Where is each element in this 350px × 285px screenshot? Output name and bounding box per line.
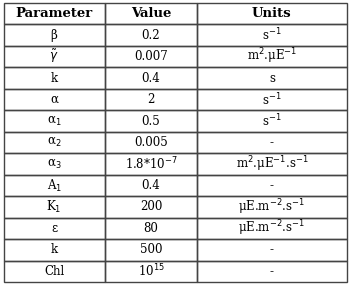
Bar	[105, 110, 197, 132]
Text: k: k	[50, 72, 58, 85]
Text: α$_{1}$: α$_{1}$	[47, 115, 61, 128]
Text: ε: ε	[51, 222, 57, 235]
Bar	[4, 132, 105, 153]
Text: μE.m$^{-2}$.s$^{-1}$: μE.m$^{-2}$.s$^{-1}$	[238, 197, 305, 217]
Text: K$_{1}$: K$_{1}$	[47, 199, 62, 215]
Bar	[4, 261, 105, 282]
Text: 1.8*10$^{-7}$: 1.8*10$^{-7}$	[125, 156, 177, 172]
Bar	[4, 218, 105, 239]
Text: 0.007: 0.007	[134, 50, 168, 63]
Bar	[4, 89, 105, 110]
Bar	[197, 89, 346, 110]
Bar	[197, 175, 346, 196]
Bar	[105, 67, 197, 89]
Text: α: α	[50, 93, 58, 106]
Bar	[105, 175, 197, 196]
Text: μE.m$^{-2}$.s$^{-1}$: μE.m$^{-2}$.s$^{-1}$	[238, 219, 305, 238]
Text: s: s	[269, 72, 275, 85]
Text: -: -	[270, 179, 274, 192]
Text: -: -	[270, 243, 274, 256]
Text: 0.5: 0.5	[142, 115, 160, 127]
Bar	[4, 239, 105, 261]
Bar	[4, 3, 105, 24]
Text: Value: Value	[131, 7, 171, 20]
Bar	[105, 218, 197, 239]
Bar	[105, 196, 197, 218]
Text: 10$^{15}$: 10$^{15}$	[138, 263, 164, 280]
Text: s$^{-1}$: s$^{-1}$	[262, 27, 282, 43]
Text: A$_{1}$: A$_{1}$	[47, 178, 62, 194]
Text: $\tilde{\gamma}$: $\tilde{\gamma}$	[49, 48, 59, 65]
Text: 0.005: 0.005	[134, 136, 168, 149]
Text: m$^{2}$.μE$^{-1}$.s$^{-1}$: m$^{2}$.μE$^{-1}$.s$^{-1}$	[236, 154, 308, 174]
Bar	[197, 239, 346, 261]
Bar	[197, 218, 346, 239]
Text: 200: 200	[140, 200, 162, 213]
Text: -: -	[270, 136, 274, 149]
Text: Parameter: Parameter	[15, 7, 93, 20]
Text: -: -	[270, 265, 274, 278]
Text: 0.4: 0.4	[142, 179, 160, 192]
Bar	[4, 24, 105, 46]
Bar	[105, 3, 197, 24]
Bar	[105, 132, 197, 153]
Text: 2: 2	[147, 93, 155, 106]
Bar	[105, 261, 197, 282]
Text: m$^{2}$.μE$^{-1}$: m$^{2}$.μE$^{-1}$	[247, 47, 297, 66]
Bar	[105, 239, 197, 261]
Bar	[105, 46, 197, 67]
Text: 80: 80	[144, 222, 159, 235]
Bar	[105, 24, 197, 46]
Bar	[4, 46, 105, 67]
Bar	[197, 3, 346, 24]
Text: α$_{3}$: α$_{3}$	[47, 157, 61, 170]
Text: s$^{-1}$: s$^{-1}$	[262, 91, 282, 108]
Bar	[197, 67, 346, 89]
Text: 500: 500	[140, 243, 162, 256]
Text: Units: Units	[252, 7, 292, 20]
Bar	[4, 175, 105, 196]
Bar	[197, 261, 346, 282]
Text: 0.2: 0.2	[142, 28, 160, 42]
Bar	[197, 24, 346, 46]
Bar	[197, 46, 346, 67]
Bar	[105, 89, 197, 110]
Text: Chl: Chl	[44, 265, 64, 278]
Bar	[4, 110, 105, 132]
Text: k: k	[50, 243, 58, 256]
Text: β: β	[51, 28, 57, 42]
Bar	[197, 196, 346, 218]
Bar	[105, 153, 197, 175]
Text: 0.4: 0.4	[142, 72, 160, 85]
Bar	[197, 153, 346, 175]
Bar	[197, 110, 346, 132]
Text: α$_{2}$: α$_{2}$	[47, 136, 61, 149]
Text: s$^{-1}$: s$^{-1}$	[262, 113, 282, 129]
Bar	[197, 132, 346, 153]
Bar	[4, 153, 105, 175]
Bar	[4, 67, 105, 89]
Bar	[4, 196, 105, 218]
